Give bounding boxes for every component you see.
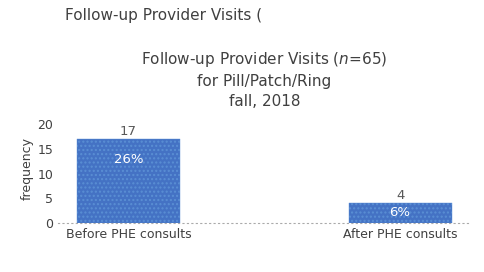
Bar	[348, 203, 451, 223]
Bar	[77, 139, 180, 223]
Text: 26%: 26%	[114, 153, 143, 166]
Text: 4: 4	[395, 189, 404, 202]
Text: 6%: 6%	[389, 206, 410, 219]
Title: Follow-up Provider Visits ($\it{n}$=65)
for Pill/Patch/Ring
fall, 2018: Follow-up Provider Visits ($\it{n}$=65) …	[141, 50, 387, 109]
Text: 17: 17	[120, 125, 137, 138]
Text: Follow-up Provider Visits (: Follow-up Provider Visits (	[65, 8, 261, 23]
Y-axis label: frequency: frequency	[20, 137, 33, 200]
